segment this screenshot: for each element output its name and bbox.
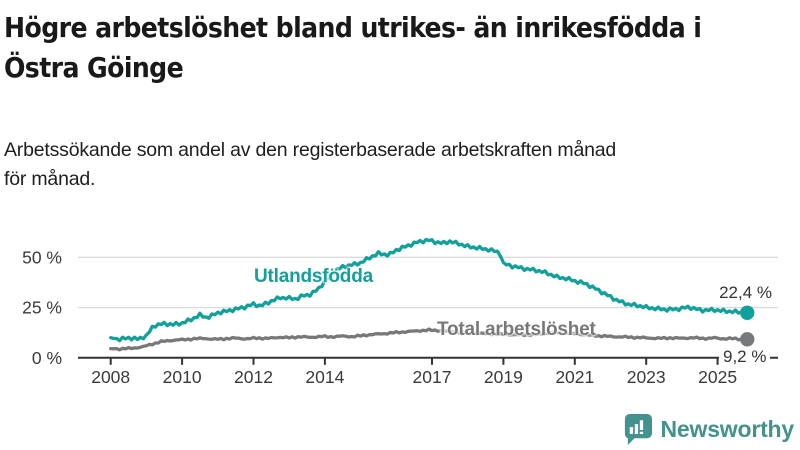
chart-subtitle-line2: för månad. <box>4 168 96 190</box>
series-label-utlandsfodda: Utlandsfödda <box>254 266 373 287</box>
page-title-line2: Östra Göinge <box>4 51 184 84</box>
x-tick-label: 2012 <box>234 367 273 387</box>
x-tick-label: 2025 <box>698 367 737 387</box>
end-value-label-utlandsfodda: 22,4 % <box>719 283 772 302</box>
y-tick-label: 25 % <box>22 298 62 318</box>
x-tick-label: 2019 <box>484 367 523 387</box>
chart-subtitle: Arbetssökande som andel av den registerb… <box>4 136 616 194</box>
y-tick-label: 50 % <box>22 247 62 267</box>
series-line-utlandsfodda <box>109 237 749 343</box>
newsworthy-logo[interactable]: Newsworthy <box>622 413 794 446</box>
x-tick-label: 2021 <box>555 367 594 387</box>
x-tick-label: 2023 <box>627 367 666 387</box>
series-end-dot-total <box>740 332 755 347</box>
page-title: Högre arbetslöshet bland utrikes- än inr… <box>4 8 702 88</box>
page-title-line1: Högre arbetslöshet bland utrikes- än inr… <box>4 11 702 44</box>
series-line-total <box>109 327 749 352</box>
y-tick-label: 0 % <box>32 348 62 368</box>
x-tick-label: 2008 <box>91 367 130 387</box>
x-tick-label: 2014 <box>305 367 344 387</box>
series-end-dot-utlandsfodda <box>740 305 755 320</box>
chart-subtitle-line1: Arbetssökande som andel av den registerb… <box>4 139 617 161</box>
series-label-total-arbetsloshet: Total arbetslöshet <box>437 319 596 340</box>
newsworthy-logo-text: Newsworthy <box>660 416 795 442</box>
end-value-label-total: 9,2 % <box>719 347 771 367</box>
x-tick-label: 2010 <box>163 367 202 387</box>
newsworthy-logo-icon <box>624 414 652 445</box>
x-tick-label: 2017 <box>413 367 452 387</box>
